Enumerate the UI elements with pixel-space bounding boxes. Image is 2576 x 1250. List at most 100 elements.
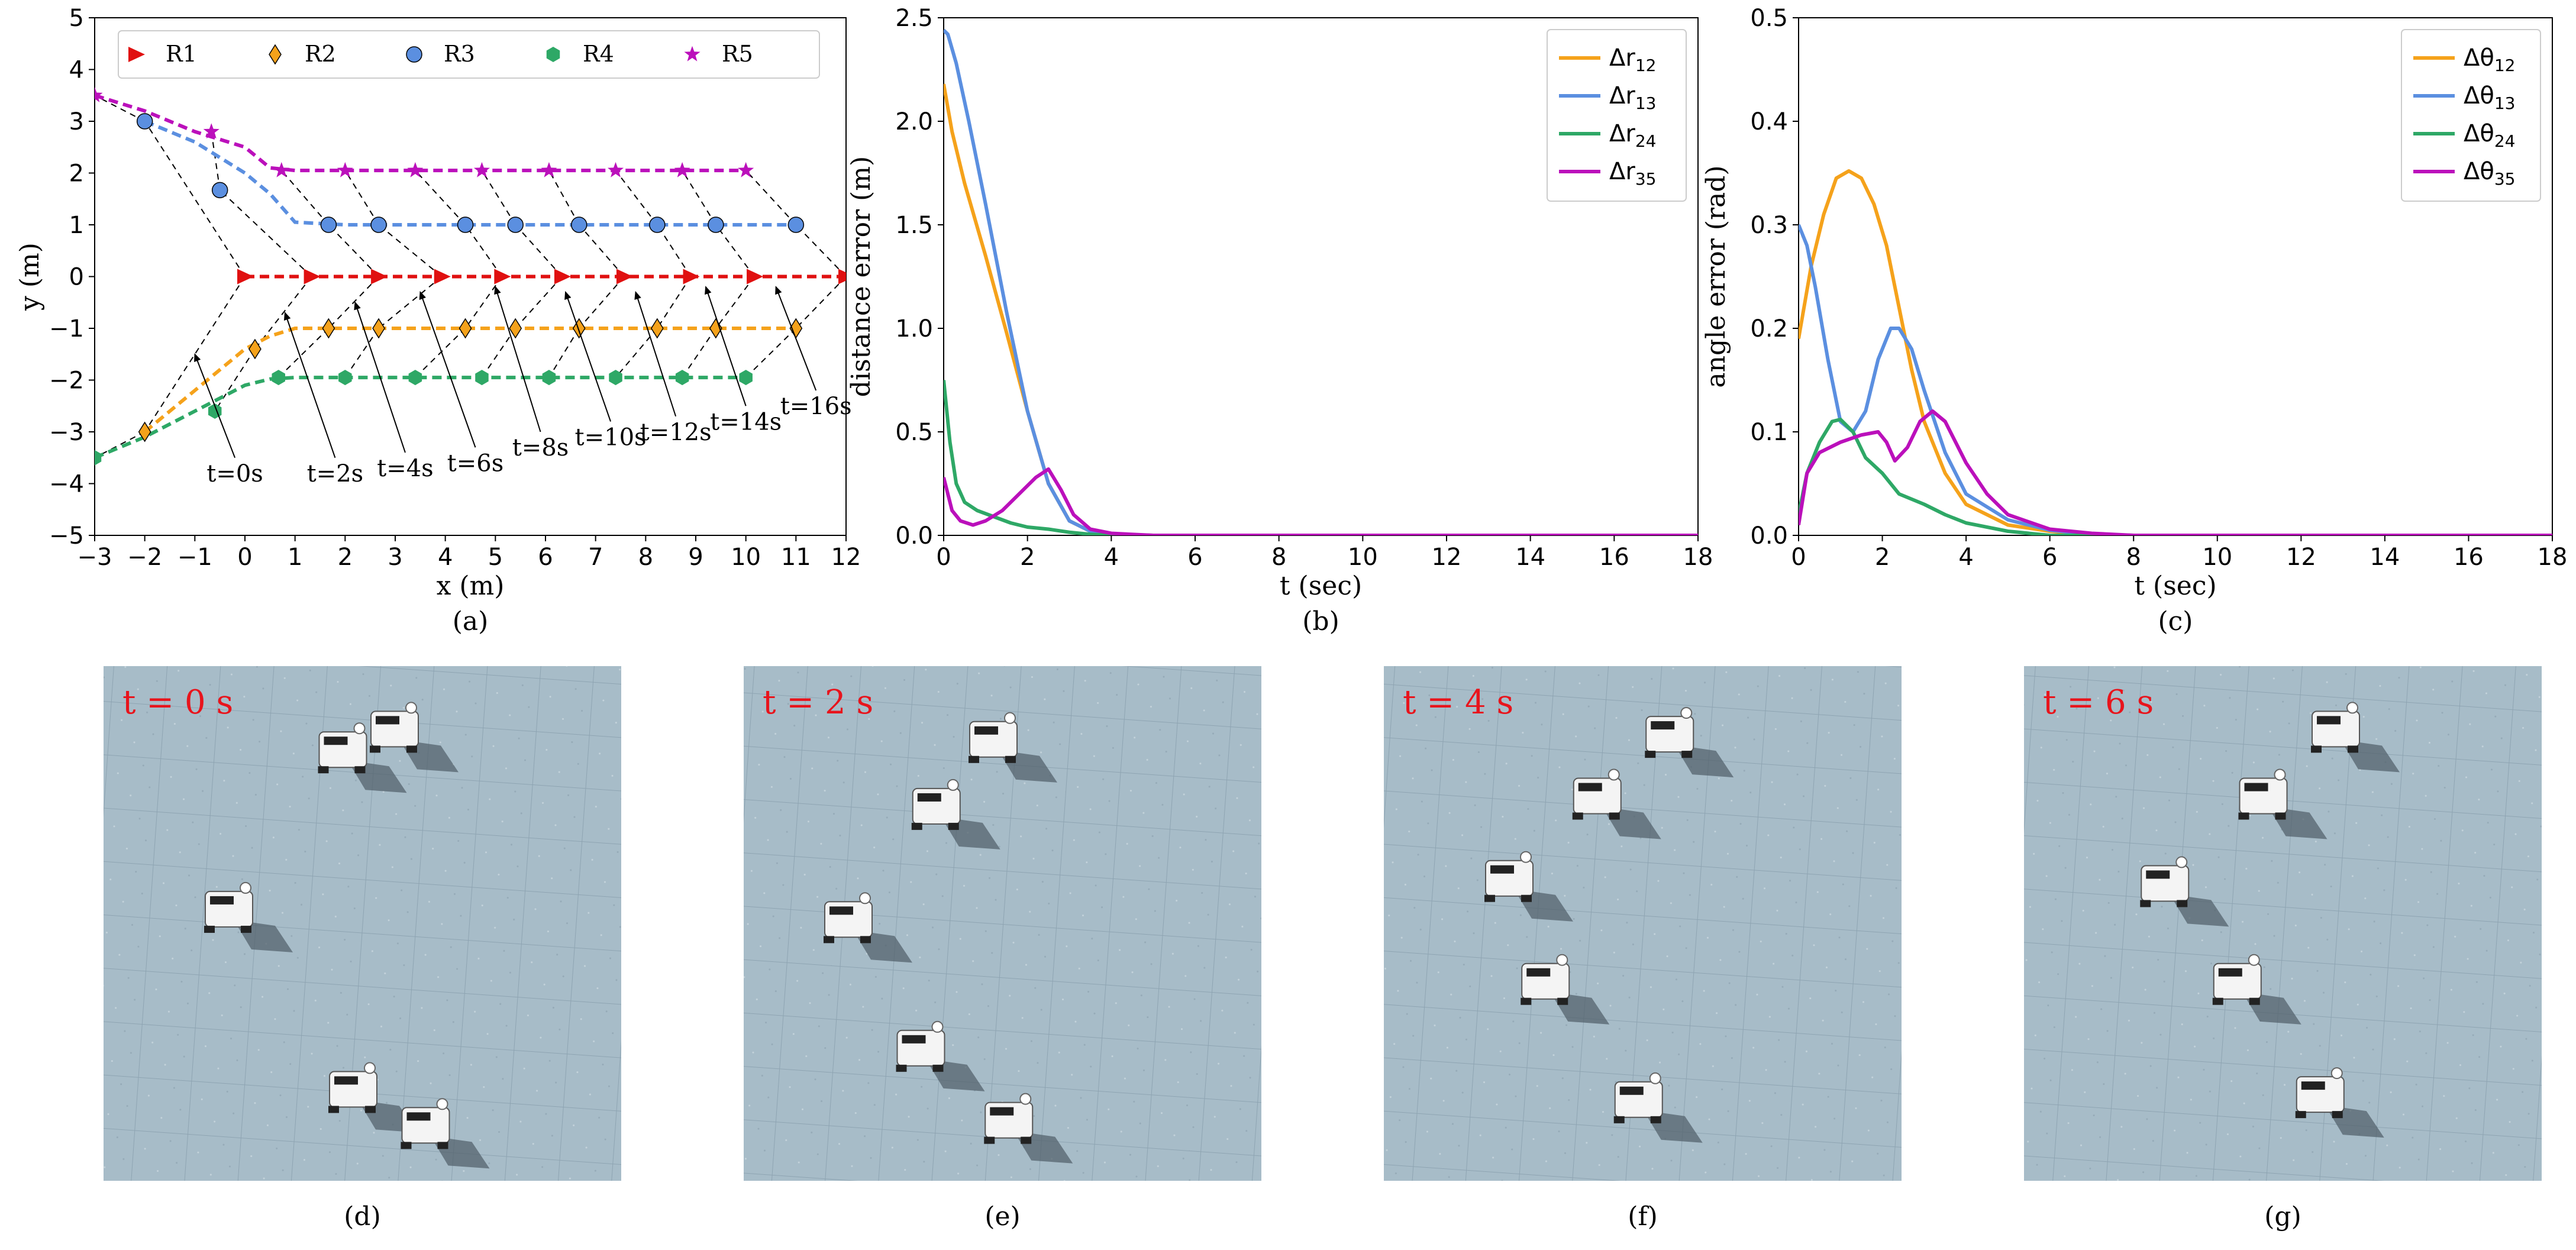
robot-wheel (204, 925, 215, 933)
robot-sensor (1004, 712, 1016, 724)
formation-link (144, 121, 246, 277)
legend-box (1547, 29, 1687, 202)
marker-r4 (408, 370, 422, 386)
x-tick-label: 18 (1683, 544, 1713, 571)
formation-link (715, 276, 755, 329)
robot-icon (824, 892, 912, 963)
x-axis-label: t (sec) (2134, 571, 2216, 601)
robot-wheel (1521, 894, 1532, 902)
formation-link (211, 131, 221, 190)
time-arrow (564, 290, 612, 422)
robot-wheel (1645, 751, 1656, 758)
robot-icon (896, 1020, 985, 1091)
snapshot-panel: t = 0 s (d) (104, 666, 621, 1232)
robot-top (2244, 783, 2268, 792)
robot-wheel (2238, 812, 2249, 820)
robot-wheel (2177, 900, 2188, 907)
robot-wheel (241, 925, 251, 933)
time-arrow (494, 286, 541, 432)
marker-r5 (337, 162, 353, 177)
robot-sensor (2175, 856, 2188, 868)
marker-r5 (738, 162, 754, 177)
x-tick-label: 4 (1104, 544, 1119, 571)
marker-r3 (708, 217, 724, 233)
formation-link (548, 170, 580, 225)
x-tick-label: 1 (288, 544, 302, 571)
x-tick-label: −2 (127, 544, 162, 571)
robot-sensor (2248, 954, 2260, 966)
robot-wheel (948, 822, 959, 830)
formation-link (415, 170, 466, 225)
marker-r2 (248, 338, 262, 360)
formation-link (745, 328, 797, 378)
formation-link (219, 189, 312, 277)
marker-r1 (683, 269, 700, 285)
x-tick-label: 12 (831, 544, 861, 571)
legend-marker-r4 (546, 47, 560, 62)
trajectory-r2 (143, 327, 796, 434)
snapshot-time-label: t = 6 s (2043, 683, 2154, 722)
series-line-c (1799, 224, 2552, 535)
marker-r3 (370, 217, 387, 233)
legend-marker-r2 (269, 44, 282, 65)
robot-top (829, 906, 853, 915)
x-tick-label: 16 (1599, 544, 1629, 571)
chart-b: 0 2 4 6 8 10 12 14 16 18 0.0 0.5 1.0 1.5 2.0 2.5 t (sec)… (846, 5, 1713, 637)
time-annotation: t=0s (206, 460, 263, 487)
y-tick-label: 1 (69, 212, 84, 239)
x-tick-label: −3 (78, 544, 112, 571)
legend: R1 R2 R3 R4 R5 (118, 30, 820, 79)
x-tick-label: 0 (237, 544, 252, 571)
robot-icon (1613, 1072, 1703, 1143)
marker-r2 (372, 318, 385, 339)
robot-icon (2140, 856, 2229, 927)
chart-caption: (a) (453, 606, 489, 637)
formation-link (328, 224, 379, 277)
marker-r3 (649, 217, 666, 233)
formation-link (682, 328, 716, 378)
time-arrow (419, 290, 476, 448)
robot-icon (2238, 768, 2328, 839)
x-tick-label: 16 (2454, 544, 2484, 571)
robot-wheel (2295, 1111, 2306, 1119)
y-tick-label: 4 (69, 57, 84, 84)
robot-sensor (1649, 1072, 1661, 1084)
legend-marker-r1 (128, 47, 145, 62)
x-tick-label: 14 (1515, 544, 1545, 571)
y-tick-label: 2.5 (895, 5, 933, 32)
y-tick-label: 3 (69, 108, 84, 135)
robot-icon (984, 1093, 1073, 1164)
robot-icon (1484, 851, 1573, 922)
robot-wheel (1681, 751, 1693, 758)
robot-top (2317, 716, 2341, 725)
time-annotation: t=2s (307, 460, 364, 487)
formation-link (578, 276, 625, 329)
robot-wheel (354, 766, 366, 774)
y-tick-label: 0.3 (1750, 212, 1788, 239)
trajectory-r3 (144, 119, 796, 227)
x-tick-label: 4 (1958, 544, 1973, 571)
marker-r2 (509, 318, 522, 339)
x-tick-label: 8 (2126, 544, 2141, 571)
marker-r3 (507, 217, 524, 233)
robot-icon (318, 722, 407, 793)
marker-r3 (570, 217, 587, 233)
x-tick-label: 8 (1271, 544, 1286, 571)
time-arrow (354, 301, 406, 453)
chart-caption: (b) (1302, 606, 1339, 637)
robot-sensor (947, 779, 959, 791)
robot-icon (2212, 954, 2301, 1025)
x-tick-label: 14 (2370, 544, 2400, 571)
formation-link (464, 224, 503, 277)
time-arrow (194, 353, 235, 458)
robot-wheel (1609, 812, 1620, 820)
robot-sensor (1556, 954, 1568, 966)
marker-r4 (739, 370, 753, 386)
y-tick-label: −2 (49, 367, 84, 395)
robot-icon (401, 1098, 490, 1169)
legend-label: Δr35 (1609, 158, 1656, 189)
legend-label: Δθ13 (2464, 82, 2515, 113)
marker-r4 (475, 370, 489, 386)
robot-wheel (401, 1142, 412, 1149)
marker-r4 (609, 370, 622, 386)
